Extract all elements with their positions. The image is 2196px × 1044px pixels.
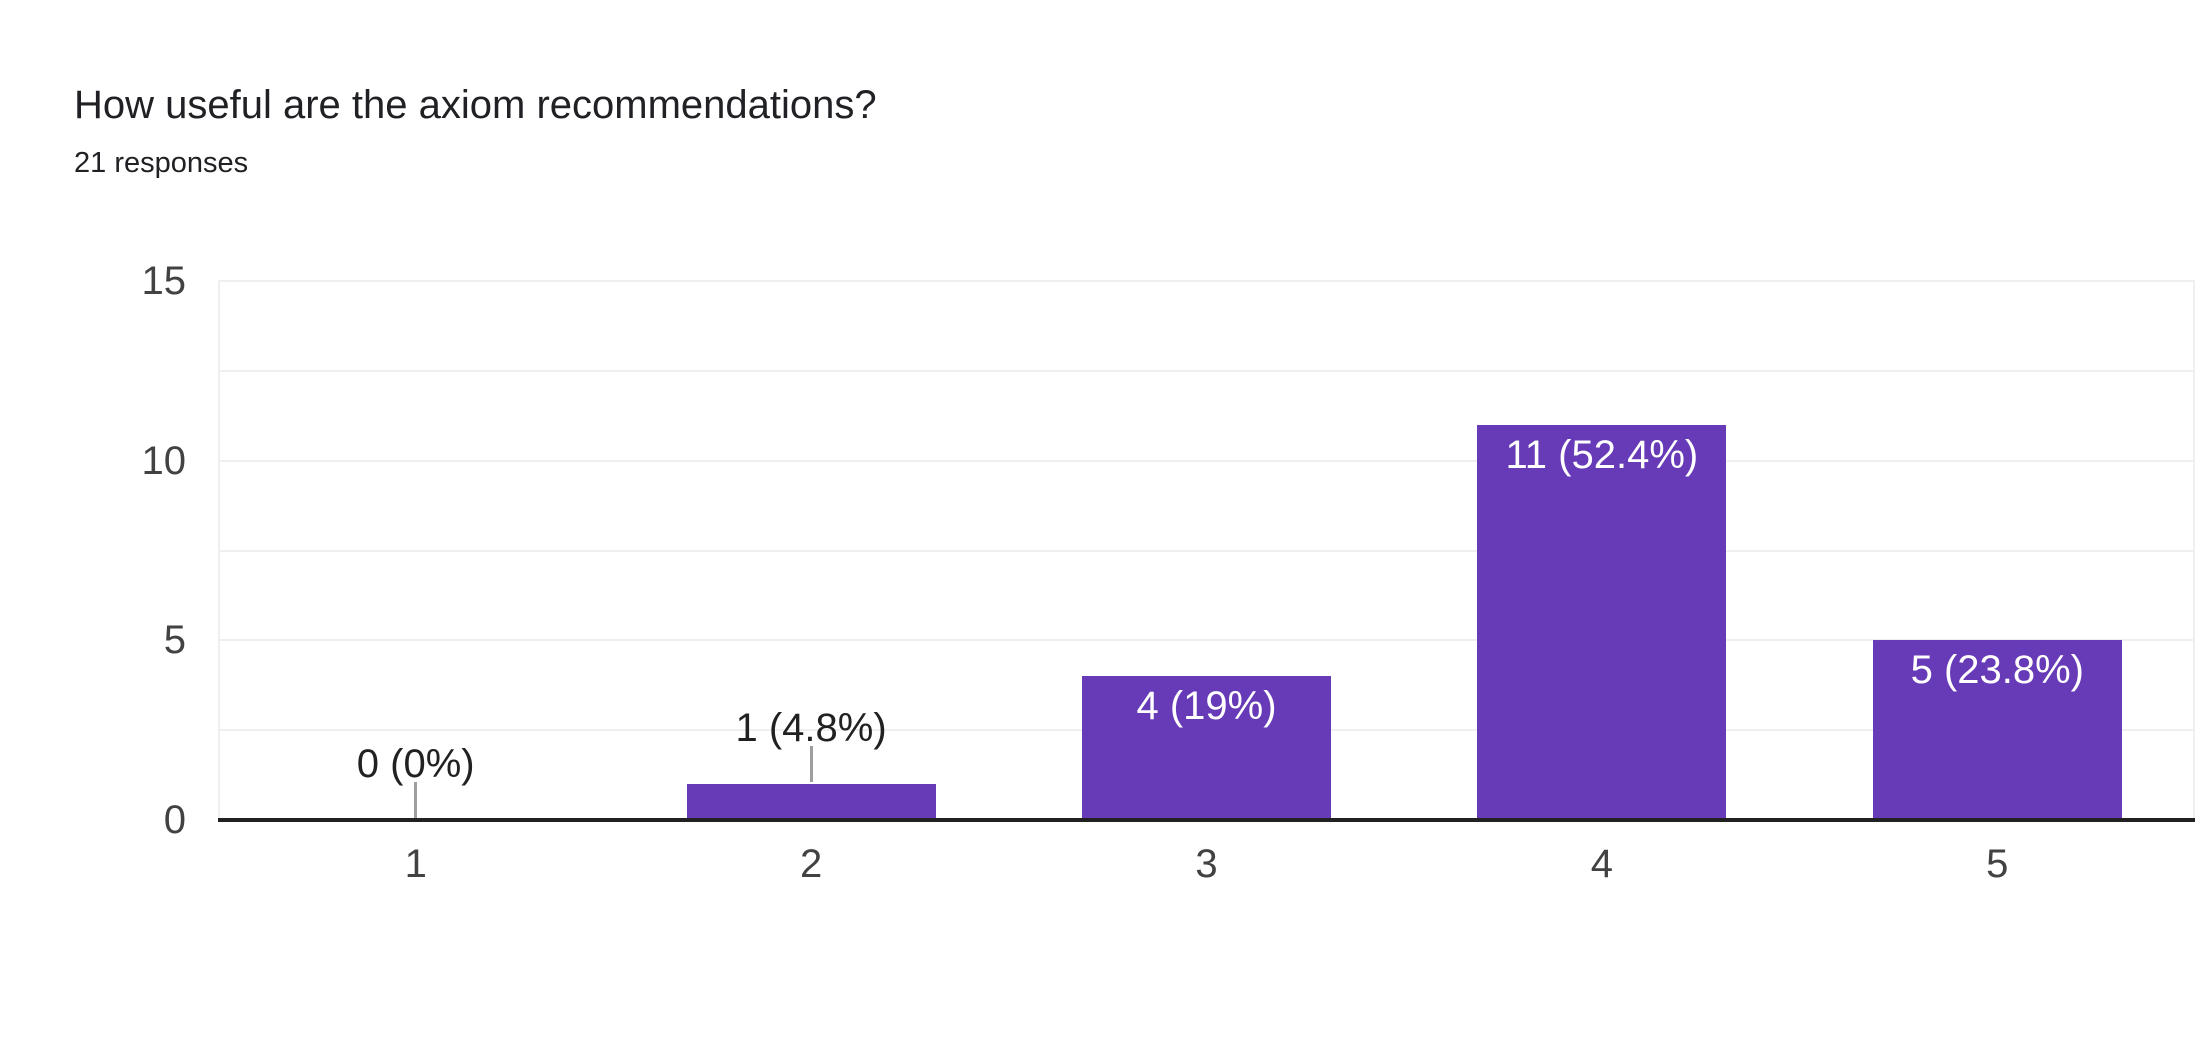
label-connector-line xyxy=(414,782,418,818)
gridline xyxy=(218,369,2195,372)
bar xyxy=(1082,676,1331,820)
y-axis-tick-label: 5 xyxy=(163,618,186,663)
x-axis-tick-label: 1 xyxy=(404,842,427,886)
bar-value-label: 4 (19%) xyxy=(1136,684,1277,729)
y-axis-tick-label: 15 xyxy=(141,259,187,303)
x-axis-tick-label: 3 xyxy=(1195,842,1218,886)
y-axis-tick-label: 10 xyxy=(141,438,187,483)
label-connector-line xyxy=(809,746,813,783)
x-axis-tick-label: 2 xyxy=(799,842,823,886)
x-axis-line xyxy=(218,818,2195,822)
x-axis-tick-label: 4 xyxy=(1590,842,1613,886)
y-axis-tick-label: 0 xyxy=(163,798,186,842)
bar-value-label: 11 (52.4%) xyxy=(1505,432,1699,477)
plot-right-border xyxy=(2193,281,2195,820)
gridline xyxy=(218,459,2195,462)
bar xyxy=(1477,424,1727,820)
chart-question-title: How useful are the axiom recommendations… xyxy=(74,83,877,127)
bar xyxy=(1872,640,2122,820)
gridline xyxy=(218,280,2195,282)
plot-left-border xyxy=(218,281,220,820)
x-axis-tick-label: 5 xyxy=(1986,842,2009,886)
bar xyxy=(686,784,936,820)
bar-value-label: 5 (23.8%) xyxy=(1910,648,2084,693)
response-count: 21 responses xyxy=(74,147,249,179)
gridline xyxy=(218,549,2195,552)
bar-value-label: 1 (4.8%) xyxy=(735,706,887,751)
bar-value-label: 0 (0%) xyxy=(356,742,475,786)
gridline xyxy=(218,639,2195,642)
